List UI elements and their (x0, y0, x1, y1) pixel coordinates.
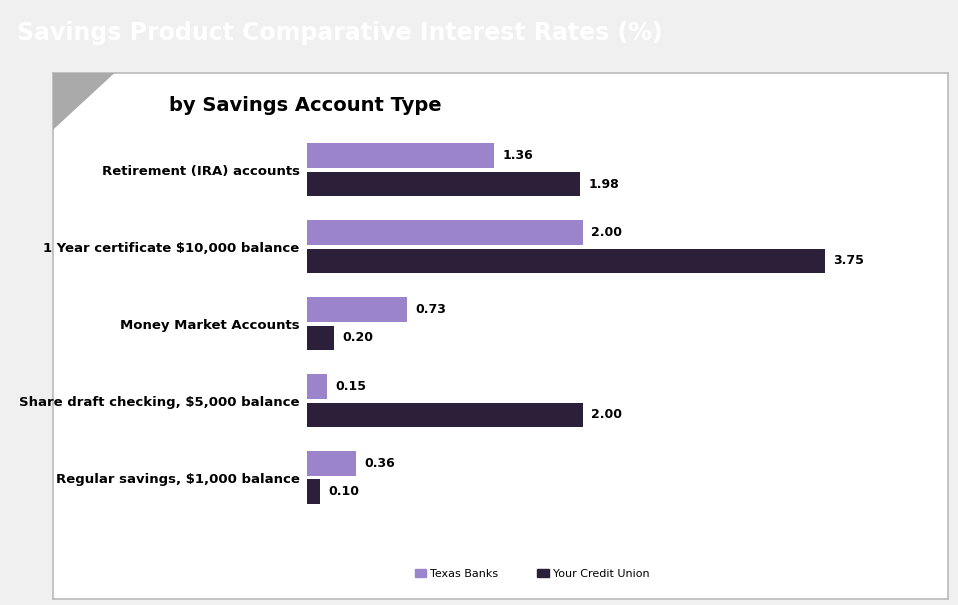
Text: by Savings Account Type: by Savings Account Type (170, 96, 442, 116)
Bar (307, 325, 334, 350)
Text: 0.15: 0.15 (335, 380, 367, 393)
Text: 1.98: 1.98 (588, 177, 619, 191)
Text: 0.73: 0.73 (416, 303, 446, 316)
Bar (307, 143, 494, 168)
Text: 0.36: 0.36 (365, 457, 396, 470)
Bar (307, 172, 580, 197)
Bar (307, 220, 582, 245)
Text: 0.10: 0.10 (329, 485, 359, 499)
Text: 2.00: 2.00 (591, 226, 622, 239)
Text: 0.20: 0.20 (342, 332, 374, 344)
Bar (307, 402, 582, 427)
Text: 3.75: 3.75 (833, 255, 864, 267)
Polygon shape (53, 73, 115, 130)
Bar (307, 249, 825, 273)
Text: Savings Product Comparative Interest Rates (%): Savings Product Comparative Interest Rat… (17, 21, 663, 45)
Text: 1.36: 1.36 (503, 149, 534, 162)
Bar (307, 297, 407, 322)
Text: 2.00: 2.00 (591, 408, 622, 421)
Bar (307, 480, 320, 504)
Bar (307, 374, 328, 399)
Bar (307, 451, 356, 476)
Legend: Texas Banks, Your Credit Union: Texas Banks, Your Credit Union (410, 564, 654, 583)
